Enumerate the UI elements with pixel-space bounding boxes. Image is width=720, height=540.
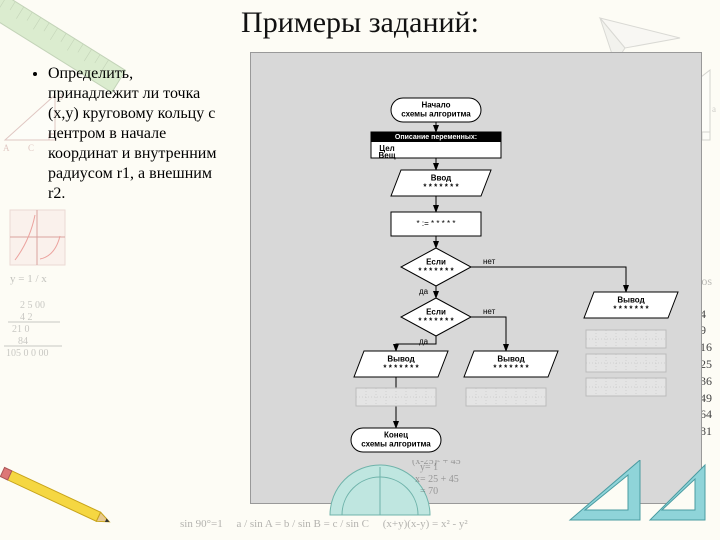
svg-text:* * * * * * *: * * * * * * * (418, 317, 454, 326)
bg-bottom-formula: (x+y)(x-y) = x² - y² (383, 518, 468, 530)
bg-bottom-formula: a / sin A = b / sin B = c / sin C (236, 518, 369, 530)
page-title: Примеры заданий: (0, 6, 720, 40)
svg-text:Ввод: Ввод (431, 174, 451, 183)
svg-text:* * * * * * *: * * * * * * * (383, 364, 419, 373)
svg-text:* * * * * * *: * * * * * * * (613, 305, 649, 314)
svg-text:да: да (419, 337, 429, 346)
svg-text:4 2: 4 2 (20, 312, 33, 323)
svg-text:* * * * * * *: * * * * * * * (418, 267, 454, 276)
task-text-column: Определить, принадлежит ли точка (x,y) к… (30, 64, 225, 204)
svg-text:Вывод: Вывод (617, 296, 644, 305)
svg-text:схемы алгоритма: схемы алгоритма (401, 110, 471, 119)
svg-text:Если: Если (426, 308, 446, 317)
svg-text:* * * * * * *: * * * * * * * (493, 364, 529, 373)
svg-text:* * * * * * *: * * * * * * * (423, 183, 459, 192)
svg-text:84: 84 (18, 336, 28, 347)
bg-bottom-formulas: sin 90°=1 a / sin A = b / sin B = c / si… (180, 517, 468, 532)
svg-text:Вывод: Вывод (387, 355, 414, 364)
task-bullet: Определить, принадлежит ли точка (x,y) к… (48, 64, 225, 204)
svg-text:Описание переменных:: Описание переменных: (395, 134, 477, 141)
bg-bottom-formula: sin 90°=1 (180, 518, 223, 530)
svg-text:* := * * * * *: * := * * * * * (417, 219, 456, 228)
svg-text:да: да (419, 287, 429, 296)
svg-text:нет: нет (483, 307, 496, 316)
slide: y = 1 / x A C B b a 2 5 00 4 2 (0, 0, 720, 540)
svg-text:Начало: Начало (422, 101, 451, 110)
svg-text:Вывод: Вывод (497, 355, 524, 364)
svg-text:Вещ: Вещ (379, 151, 396, 160)
svg-text:нет: нет (483, 257, 496, 266)
svg-text:схемы алгоритма: схемы алгоритма (361, 440, 431, 449)
svg-text:2 5 00: 2 5 00 (20, 300, 45, 311)
flowchart-panel: данетданет Началосхемы алгоритмаОписание… (250, 52, 702, 504)
flowchart-svg: данетданет Началосхемы алгоритмаОписание… (251, 53, 701, 503)
svg-text:105 0 0 00: 105 0 0 00 (6, 348, 49, 359)
svg-text:A: A (3, 143, 10, 153)
svg-text:Конец: Конец (384, 431, 408, 440)
svg-text:Если: Если (426, 258, 446, 267)
svg-text:21 0: 21 0 (12, 324, 30, 335)
svg-text:a: a (712, 104, 716, 114)
svg-text:y = 1 / x: y = 1 / x (10, 273, 47, 285)
